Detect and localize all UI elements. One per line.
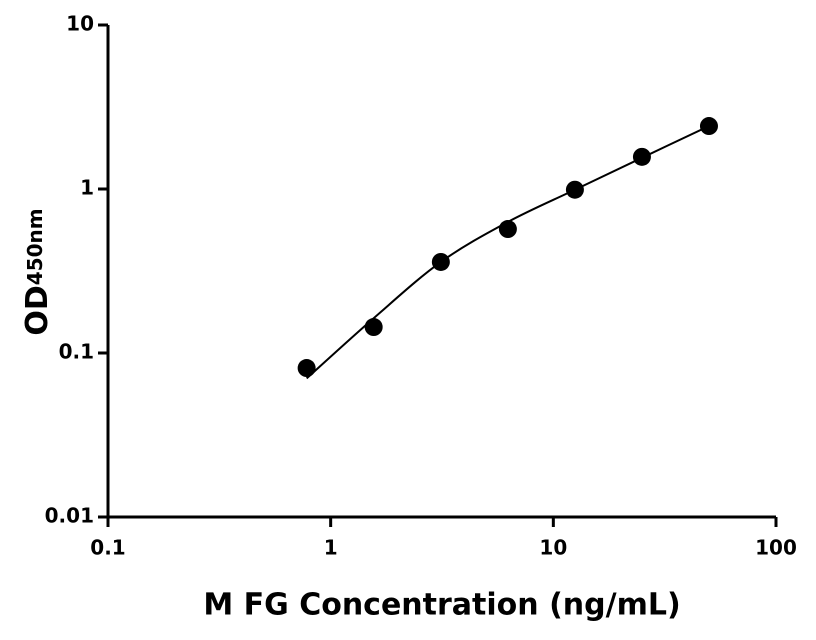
data-point	[364, 318, 383, 337]
y-axis-label: OD450nm	[20, 208, 55, 335]
x-tick-label: 10	[539, 536, 567, 560]
data-point	[632, 147, 651, 166]
data-point	[565, 180, 584, 199]
y-tick-label: 10	[66, 12, 94, 36]
y-tick-label: 1	[80, 176, 94, 200]
y-tick-label: 0.1	[59, 340, 94, 364]
x-tick-label: 1	[324, 536, 338, 560]
x-tick-label: 0.1	[90, 536, 125, 560]
x-tick-label: 100	[755, 536, 797, 560]
data-point	[699, 117, 718, 136]
data-point	[431, 252, 450, 271]
y-tick-label: 0.01	[45, 504, 94, 528]
fit-curve	[305, 125, 710, 380]
y-axis-label-subscript: 450nm	[23, 208, 47, 285]
data-point	[498, 220, 517, 239]
y-axis-label-main: OD	[20, 285, 55, 335]
x-axis-label: M FG Concentration (ng/mL)	[203, 588, 680, 623]
data-point	[297, 359, 316, 378]
